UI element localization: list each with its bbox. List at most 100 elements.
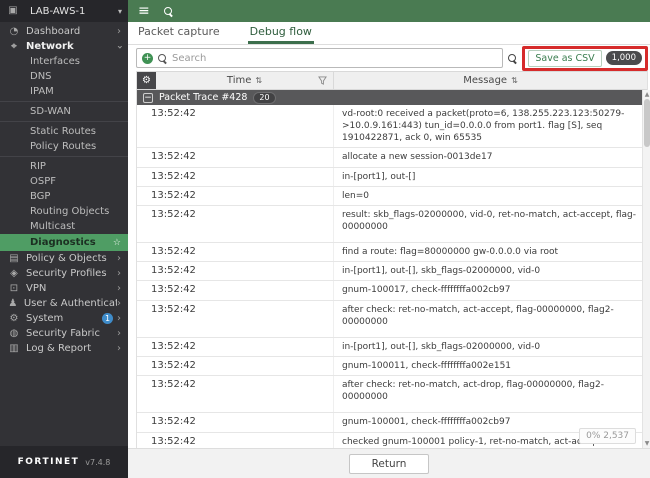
sidebar: LAB-AWS-1 ▾ Dashboard Network Interfaces… xyxy=(0,0,128,478)
table-row[interactable]: 13:52:42 gnum-100017, check-ffffffffa002… xyxy=(137,281,647,301)
table-row[interactable]: 13:52:42 in-[port1], out-[], skb_flags-0… xyxy=(137,337,647,357)
table-row[interactable]: 13:52:42 checked gnum-100001 policy-1, r… xyxy=(137,432,647,448)
filter-funnel-icon[interactable] xyxy=(318,76,327,88)
sidebar-item-interfaces[interactable]: Interfaces xyxy=(30,56,80,67)
network-icon xyxy=(7,42,21,52)
sidebar-item-sdwan[interactable]: SD-WAN xyxy=(30,106,71,117)
collapse-group-icon[interactable] xyxy=(143,92,153,103)
sidebar-item-static-routes[interactable]: Static Routes xyxy=(30,126,97,137)
group-count-badge: 20 xyxy=(253,91,276,104)
sidebar-item-multicast[interactable]: Multicast xyxy=(30,221,76,232)
fortinet-logo: FORTINET xyxy=(17,457,80,467)
table-row[interactable]: 13:52:42 vd-root:0 received a packet(pro… xyxy=(137,105,647,149)
user-icon xyxy=(7,299,19,309)
return-button[interactable]: Return xyxy=(348,453,430,474)
group-label: Packet Trace #428 xyxy=(159,92,248,103)
tab-packet-capture[interactable]: Packet capture xyxy=(138,25,220,38)
firmware-version: v7.4.8 xyxy=(85,457,111,467)
table-row[interactable]: 13:52:42 gnum-100001, check-ffffffffa002… xyxy=(137,413,647,433)
hostname-selector[interactable]: LAB-AWS-1 ▾ xyxy=(0,0,128,22)
search-box xyxy=(136,48,504,68)
toolbar: Save as CSV 1,000 xyxy=(128,45,650,71)
policy-objects-icon xyxy=(7,254,21,264)
chevron-right-icon xyxy=(117,269,121,279)
gear-icon xyxy=(7,314,21,324)
sidebar-nav: Dashboard Network Interfaces DNS IPAM SD… xyxy=(0,22,128,446)
result-count-badge: 1,000 xyxy=(605,51,642,65)
sidebar-item-network[interactable]: Network xyxy=(0,39,128,54)
table-header: Time Message xyxy=(137,71,647,90)
chevron-down-icon xyxy=(114,44,124,48)
column-header-message[interactable]: Message xyxy=(334,72,647,89)
table-row[interactable]: 13:52:42 find a route: flag=80000000 gw-… xyxy=(137,243,647,263)
sidebar-item-policy-objects[interactable]: Policy & Objects xyxy=(0,251,128,266)
annotation-highlight: Save as CSV 1,000 xyxy=(522,45,648,71)
sidebar-item-policy-routes[interactable]: Policy Routes xyxy=(30,141,97,152)
sidebar-item-system[interactable]: System 1 xyxy=(0,311,128,326)
global-search-icon[interactable] xyxy=(163,6,173,16)
scroll-position-indicator: 0% 2,537 xyxy=(579,428,636,444)
chevron-right-icon xyxy=(117,284,121,294)
add-filter-icon[interactable] xyxy=(142,52,153,64)
table-row[interactable]: 13:52:42 after check: ret-no-match, act-… xyxy=(137,376,647,414)
sidebar-item-diagnostics[interactable]: Diagnostics xyxy=(0,234,128,251)
hamburger-menu-icon[interactable] xyxy=(138,4,150,18)
sidebar-item-log-report[interactable]: Log & Report xyxy=(0,341,128,356)
hostname: LAB-AWS-1 xyxy=(30,5,86,17)
star-icon[interactable] xyxy=(113,238,121,248)
sidebar-divider xyxy=(0,156,128,157)
table-row[interactable]: 13:52:42 allocate a new session-0013de17 xyxy=(137,148,647,168)
table-row[interactable]: 13:52:42 in-[port1], out-[], skb_flags-0… xyxy=(137,262,647,282)
tab-bar: Packet capture Debug flow xyxy=(128,22,650,45)
sidebar-footer: FORTINET v7.4.8 xyxy=(0,446,128,478)
sidebar-item-bgp[interactable]: BGP xyxy=(30,191,51,202)
sidebar-item-dashboard[interactable]: Dashboard xyxy=(0,24,128,39)
device-icon xyxy=(6,6,20,16)
debug-flow-table: Time Message Packet Trace #428 20 13:52:… xyxy=(136,71,648,448)
scroll-down-icon[interactable] xyxy=(643,440,650,447)
sidebar-item-rip[interactable]: RIP xyxy=(30,161,46,172)
chevron-right-icon xyxy=(117,27,121,37)
chevron-right-icon xyxy=(117,254,121,264)
sidebar-item-user-authentication[interactable]: User & Authentication xyxy=(0,296,128,311)
chevron-right-icon xyxy=(117,344,121,354)
chevron-right-icon xyxy=(117,314,121,324)
sidebar-item-ipam[interactable]: IPAM xyxy=(30,86,54,97)
table-row[interactable]: 13:52:42 in-[port1], out-[] xyxy=(137,167,647,187)
sidebar-item-dns[interactable]: DNS xyxy=(30,71,52,82)
sidebar-divider xyxy=(0,121,128,122)
notification-badge: 1 xyxy=(102,313,113,324)
column-header-time[interactable]: Time xyxy=(156,72,334,89)
table-row[interactable]: 13:52:42 len=0 xyxy=(137,186,647,206)
search-input[interactable] xyxy=(172,52,498,64)
save-as-csv-button[interactable]: Save as CSV xyxy=(528,49,602,67)
sidebar-item-security-profiles[interactable]: Security Profiles xyxy=(0,266,128,281)
sidebar-item-security-fabric[interactable]: Security Fabric xyxy=(0,326,128,341)
chevron-right-icon xyxy=(117,329,121,339)
sidebar-divider xyxy=(0,101,128,102)
table-row[interactable]: 13:52:42 gnum-100011, check-ffffffffa002… xyxy=(137,356,647,377)
security-profiles-icon xyxy=(7,269,21,279)
apply-search-icon[interactable] xyxy=(508,53,517,63)
scrollbar-thumb[interactable] xyxy=(644,99,650,147)
bottom-bar: Return xyxy=(128,448,650,478)
chevron-right-icon xyxy=(117,299,121,309)
log-report-icon xyxy=(7,344,21,354)
scroll-up-icon[interactable] xyxy=(643,91,650,98)
table-scrollbar[interactable] xyxy=(642,90,650,448)
column-settings-gear-icon[interactable] xyxy=(137,72,156,89)
table-row[interactable]: 13:52:42 result: skb_flags-02000000, vid… xyxy=(137,205,647,244)
table-row[interactable]: 13:52:42 after check: ret-no-match, act-… xyxy=(137,300,647,338)
sidebar-item-vpn[interactable]: VPN xyxy=(0,281,128,296)
vpn-icon xyxy=(7,284,21,294)
packet-trace-group-header[interactable]: Packet Trace #428 20 xyxy=(137,90,647,105)
security-fabric-icon xyxy=(7,329,21,339)
sidebar-item-routing-objects[interactable]: Routing Objects xyxy=(30,206,110,217)
caret-down-icon: ▾ xyxy=(117,6,122,16)
sidebar-item-ospf[interactable]: OSPF xyxy=(30,176,57,187)
search-icon xyxy=(158,53,167,63)
dashboard-icon xyxy=(7,27,21,37)
tab-debug-flow[interactable]: Debug flow xyxy=(247,22,314,44)
top-bar xyxy=(128,0,650,22)
